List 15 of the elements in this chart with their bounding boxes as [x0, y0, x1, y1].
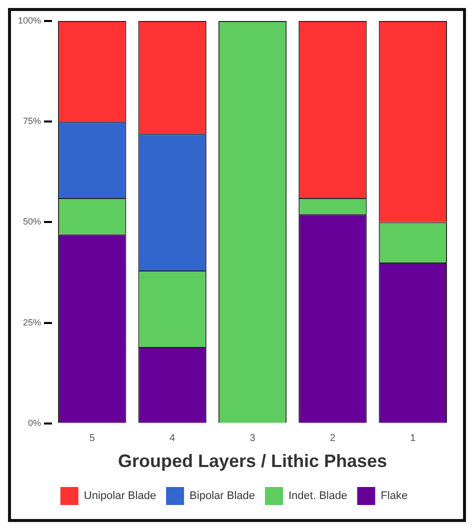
legend-label: Unipolar Blade [84, 490, 156, 502]
y-tick-label: 75% [23, 116, 42, 126]
x-tick-label: 3 [250, 433, 256, 444]
legend-label: Bipolar Blade [190, 490, 255, 502]
y-tick-label: 0% [28, 418, 42, 428]
x-tick-label: 1 [410, 433, 416, 444]
x-tick-label: 2 [330, 433, 336, 444]
legend-label: Flake [380, 490, 408, 502]
y-tick-label: 50% [23, 216, 42, 227]
x-tick-label: 5 [89, 433, 96, 444]
x-tick-label: 4 [170, 433, 176, 444]
y-tick-label: 100% [18, 15, 42, 26]
x-axis-title: Grouped Layers / Lithic Phases [118, 451, 388, 472]
y-tick-label: 25% [23, 317, 42, 328]
legend-label: Indet. Blade [288, 490, 348, 502]
